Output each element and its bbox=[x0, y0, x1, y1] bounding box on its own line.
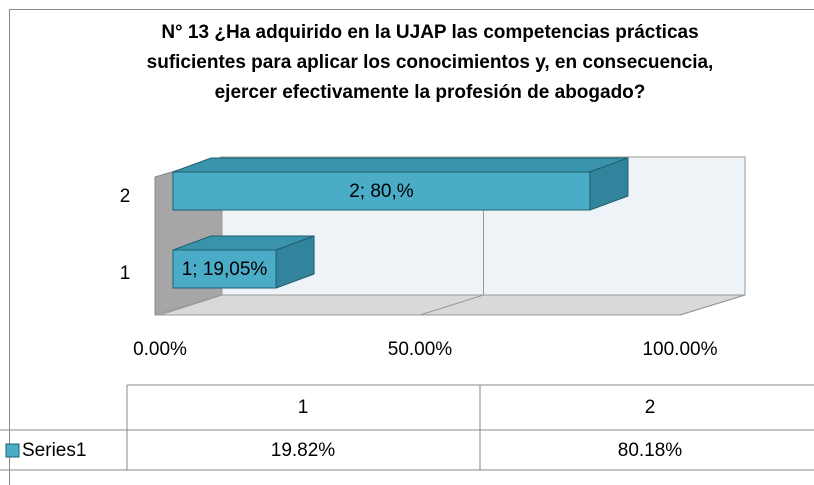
legend-label: Series1 bbox=[22, 440, 86, 461]
y-tick-label: 2 bbox=[120, 186, 131, 207]
table-header: 1 bbox=[298, 397, 309, 418]
bar-top bbox=[172, 157, 629, 173]
bar bbox=[172, 249, 277, 289]
legend-swatch bbox=[5, 443, 20, 458]
grid-line bbox=[419, 294, 484, 316]
y-tick-label: 1 bbox=[120, 263, 131, 284]
chart-title: N° 13 ¿Ha adquirido en la UJAP las compe… bbox=[146, 22, 714, 103]
grid-line bbox=[159, 294, 223, 316]
bar-label: 2; 80,% bbox=[349, 181, 414, 202]
table-value: 80.18% bbox=[618, 440, 683, 461]
table-header: 2 bbox=[645, 397, 656, 418]
x-tick-label: 100.00% bbox=[642, 339, 717, 360]
x-tick-label: 0.00% bbox=[133, 339, 187, 360]
bar-label: 1; 19,05% bbox=[182, 259, 268, 280]
table-value: 19.82% bbox=[271, 440, 336, 461]
grid-line bbox=[679, 294, 746, 316]
floor bbox=[154, 294, 746, 316]
bar bbox=[172, 171, 591, 211]
x-tick-label: 50.00% bbox=[388, 339, 453, 360]
